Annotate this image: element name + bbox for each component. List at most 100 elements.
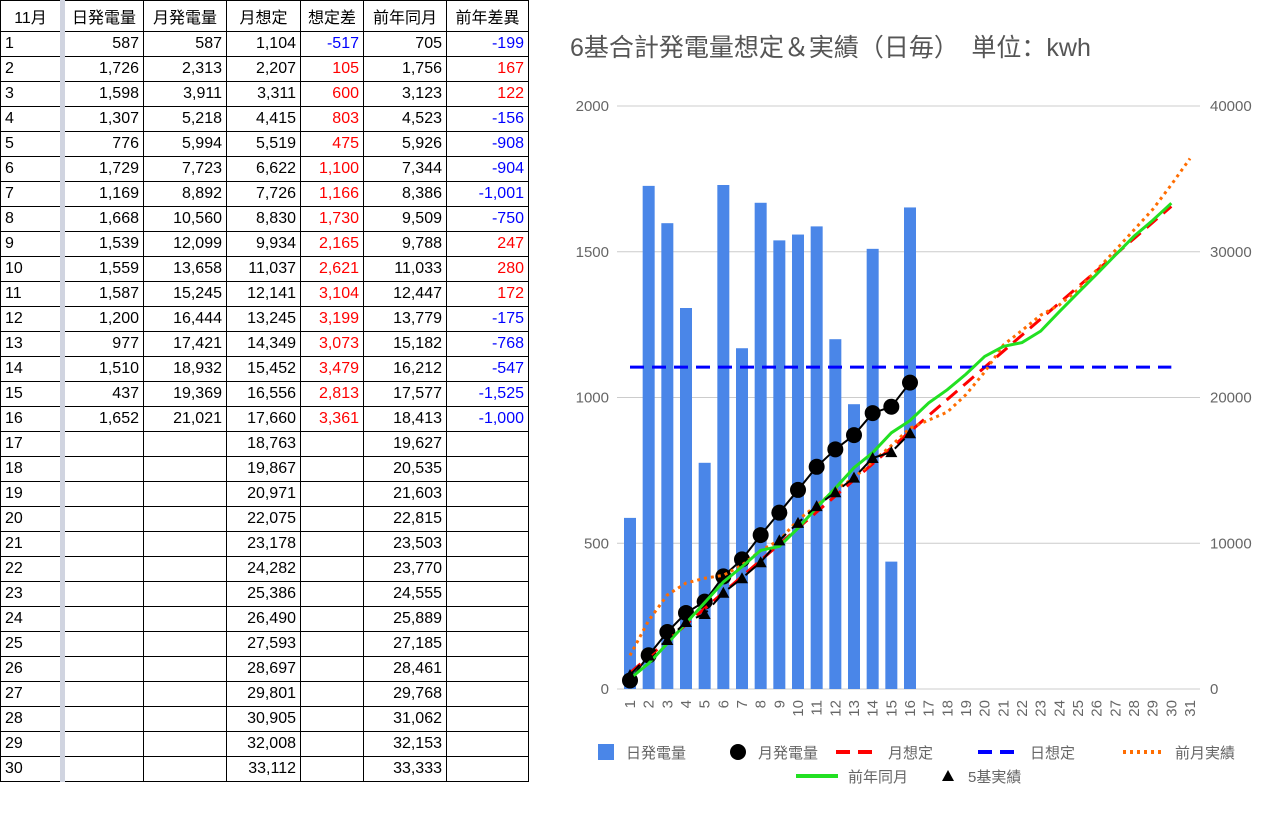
x-tick-label: 30	[1163, 700, 1180, 717]
bar	[848, 404, 860, 689]
table-cell: 17,421	[143, 331, 227, 357]
table-cell: 1,510	[62, 356, 144, 382]
table-cell: 24,282	[226, 556, 301, 582]
table-cell: 437	[62, 381, 144, 407]
table-cell: -908	[446, 131, 529, 157]
table-cell: 18,763	[226, 431, 301, 457]
bar	[885, 561, 898, 689]
table-cell: -175	[446, 306, 529, 332]
table-cell: 12	[0, 306, 65, 332]
table-row: 26 28,697 28,461	[0, 656, 529, 682]
table-cell: 25,386	[226, 581, 301, 607]
table-cell: 5,218	[143, 106, 227, 132]
table-cell: 28,697	[226, 656, 301, 682]
y2-tick-label: 20000	[1210, 390, 1252, 407]
table-cell	[143, 731, 227, 757]
table-cell: 27	[0, 681, 65, 707]
table-cell: 16,444	[143, 306, 227, 332]
table-cell: 587	[143, 31, 227, 57]
table-cell: 20	[0, 506, 65, 532]
x-tick-label: 28	[1126, 700, 1143, 717]
table-cell: 1,652	[62, 406, 144, 432]
table-cell	[143, 556, 227, 582]
x-tick-label: 31	[1182, 700, 1199, 717]
table-cell: 8,830	[226, 206, 301, 232]
table-cell: 3,073	[300, 331, 364, 357]
table-cell: 15,452	[226, 356, 301, 382]
x-tick-label: 16	[902, 700, 919, 717]
table-cell: 16,556	[226, 381, 301, 407]
table-cell	[143, 456, 227, 482]
table-cell: 25	[0, 631, 65, 657]
table-cell: 1,200	[62, 306, 144, 332]
table-cell	[446, 531, 529, 557]
table-cell: 105	[300, 56, 364, 82]
table-cell: 3,911	[143, 81, 227, 107]
table-cell: 247	[446, 231, 529, 257]
point	[792, 516, 804, 528]
table-cell: 18,932	[143, 356, 227, 382]
x-tick-label: 25	[1070, 700, 1087, 717]
point	[810, 500, 823, 512]
table-row: 12 1,200 16,444 13,245 3,199 13,779 -175	[0, 306, 529, 332]
point	[885, 446, 898, 458]
table-cell	[300, 481, 364, 507]
table-row: 16 1,652 21,021 17,660 3,361 18,413 -1,000	[0, 406, 529, 432]
table-row: 3 1,598 3,911 3,311 600 3,123 122	[0, 81, 529, 107]
y2-tick-label: 30000	[1210, 244, 1252, 261]
table-cell	[62, 606, 144, 632]
table-cell: 6,622	[226, 156, 301, 182]
table-cell	[143, 656, 227, 682]
table-cell: 1,668	[62, 206, 144, 232]
table-cell	[300, 756, 364, 782]
table-cell	[446, 481, 529, 507]
point	[827, 441, 844, 458]
point	[848, 471, 860, 483]
table-cell: 23,503	[363, 531, 447, 557]
point	[866, 451, 879, 463]
table-cell: 14,349	[226, 331, 301, 357]
table-cell: 9,788	[363, 231, 447, 257]
table-cell	[143, 581, 227, 607]
table-row: 8 1,668 10,560 8,830 1,730 9,509 -750	[0, 206, 529, 232]
x-tick-label: 11	[809, 700, 826, 716]
table-row: 29 32,008 32,153	[0, 731, 529, 757]
table-cell	[62, 631, 144, 657]
table-cell: -1,000	[446, 406, 529, 432]
table-cell	[143, 606, 227, 632]
table-cell: 705	[363, 31, 447, 57]
table-cell: 27,185	[363, 631, 447, 657]
chart: 6基合計発電量想定＆実績（日毎） 単位：kwh 0 500 1000 1500 2000…	[570, 34, 1252, 786]
table-cell: 10	[0, 256, 65, 282]
table-cell	[446, 506, 529, 532]
table-cell: 1,729	[62, 156, 144, 182]
table-row: 6 1,729 7,723 6,622 1,100 7,344 -904	[0, 156, 529, 182]
table-cell: 日発電量	[62, 0, 144, 32]
table-cell: 4	[0, 106, 65, 132]
table-cell: 25,889	[363, 606, 447, 632]
table-cell: 587	[62, 31, 144, 57]
table-cell: 3,123	[363, 81, 447, 107]
point	[883, 398, 900, 415]
table-cell: 18	[0, 456, 65, 482]
table-cell: 9	[0, 231, 65, 257]
table-cell: 23,178	[226, 531, 301, 557]
x-tick-label: 21	[995, 700, 1012, 717]
table-cell: 1,104	[226, 31, 301, 57]
table-cell: -156	[446, 106, 529, 132]
table-cell	[62, 731, 144, 757]
table-cell: 16	[0, 406, 65, 432]
table-cell	[143, 681, 227, 707]
table-cell: 22	[0, 556, 65, 582]
table-cell: 33,112	[226, 756, 301, 782]
table-cell: 29,768	[363, 681, 447, 707]
table-cell: 28	[0, 706, 65, 732]
table-cell: 1,756	[363, 56, 447, 82]
x-tick-label: 5	[697, 700, 714, 708]
table-cell: 3,199	[300, 306, 364, 332]
bar	[773, 240, 786, 689]
table-cell: 13,245	[226, 306, 301, 332]
table-cell: 8,386	[363, 181, 447, 207]
table-cell	[446, 581, 529, 607]
